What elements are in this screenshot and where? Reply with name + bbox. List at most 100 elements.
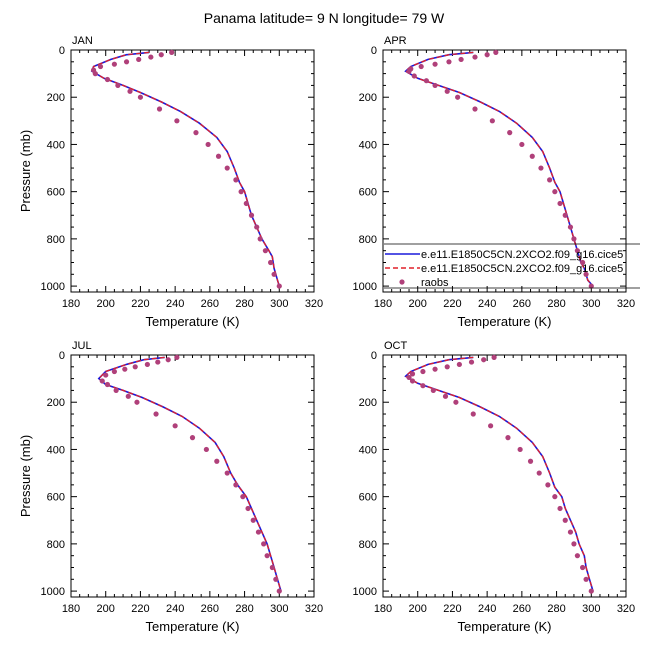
y-tick-label: 400 bbox=[47, 139, 65, 151]
x-tick-label: 260 bbox=[513, 603, 531, 615]
x-tick-label: 260 bbox=[513, 298, 531, 310]
x-tick-label: 300 bbox=[582, 603, 600, 615]
x-axis-label: Temperature (K) bbox=[458, 314, 552, 329]
x-tick-label: 240 bbox=[166, 298, 184, 310]
raobs-point bbox=[238, 189, 244, 195]
raobs-point bbox=[250, 517, 256, 523]
raobs-point bbox=[538, 165, 544, 171]
legend-label: e.e11.E1850C5CN.2XCO2.f09_g16.cice5 bbox=[421, 249, 623, 261]
x-tick-label: 200 bbox=[97, 603, 115, 615]
raobs-point bbox=[136, 56, 142, 63]
raobs-point bbox=[562, 517, 568, 523]
raobs-point bbox=[567, 529, 574, 535]
raobs-point bbox=[99, 378, 105, 384]
x-tick-label: 220 bbox=[443, 298, 461, 310]
raobs-point bbox=[215, 153, 222, 159]
panel-jan: JAN 180 200 220 240 260 280 300 320 0 200 400 600 800… bbox=[18, 35, 323, 329]
y-tick-label: 1000 bbox=[41, 281, 65, 293]
raobs-point bbox=[262, 248, 268, 254]
y-tick-label: 600 bbox=[47, 187, 65, 199]
x-tick-label: 280 bbox=[235, 298, 253, 310]
panels: JAN 180 200 220 240 260 280 300 320 0 200 400 600 800… bbox=[18, 35, 635, 634]
x-tick-label: 220 bbox=[131, 298, 149, 310]
raobs-point bbox=[489, 118, 495, 124]
x-tick-label: 320 bbox=[305, 298, 323, 310]
x-tick-label: 280 bbox=[547, 298, 565, 310]
y-tick-label: 600 bbox=[359, 492, 377, 504]
y-tick-label: 600 bbox=[359, 187, 377, 199]
y-tick-label: 0 bbox=[59, 45, 65, 57]
plot-frame bbox=[382, 354, 627, 598]
y-tick-label: 200 bbox=[47, 92, 65, 104]
raobs-point bbox=[127, 88, 133, 94]
raobs-point bbox=[134, 399, 140, 405]
x-tick-label: 300 bbox=[582, 298, 600, 310]
model-line-solid bbox=[90, 51, 281, 287]
raobs-point bbox=[484, 52, 490, 58]
raobs-point bbox=[224, 470, 230, 476]
raobs-point bbox=[169, 49, 175, 55]
raobs-point bbox=[255, 529, 262, 535]
raobs-point bbox=[470, 411, 476, 417]
y-tick-label: 400 bbox=[359, 139, 377, 151]
raobs-point bbox=[580, 259, 586, 266]
raobs-point bbox=[588, 283, 594, 289]
x-tick-label: 260 bbox=[201, 603, 219, 615]
raobs-point bbox=[409, 378, 416, 384]
y-tick-label: 200 bbox=[359, 397, 377, 409]
raobs-point bbox=[557, 505, 563, 512]
raobs-point bbox=[552, 189, 558, 195]
x-tick-label: 220 bbox=[443, 603, 461, 615]
raobs-point bbox=[571, 236, 577, 242]
raobs-point bbox=[268, 259, 274, 266]
raobs-point bbox=[276, 283, 282, 289]
x-tick-label: 180 bbox=[62, 603, 80, 615]
legend-label: raobs bbox=[421, 277, 449, 289]
raobs-point bbox=[418, 63, 424, 70]
y-tick-label: 200 bbox=[359, 92, 377, 104]
y-tick-label: 1000 bbox=[353, 281, 377, 293]
raobs-point bbox=[557, 200, 563, 207]
raobs-point bbox=[193, 130, 199, 136]
raobs-point bbox=[406, 68, 412, 74]
raobs-point bbox=[113, 387, 119, 394]
x-tick-label: 180 bbox=[374, 603, 392, 615]
figure-title: Panama latitude= 9 N longitude= 79 W bbox=[204, 10, 445, 26]
raobs-point bbox=[158, 52, 164, 58]
raobs-point bbox=[174, 118, 180, 124]
raobs-point bbox=[529, 153, 535, 159]
raobs-point bbox=[254, 224, 260, 230]
raobs-point bbox=[583, 576, 589, 582]
y-tick-label: 0 bbox=[59, 350, 65, 362]
raobs-point bbox=[583, 271, 589, 277]
raobs-point bbox=[455, 94, 461, 100]
plot-frame bbox=[70, 354, 315, 598]
y-tick-label: 800 bbox=[359, 234, 377, 246]
x-tick-label: 320 bbox=[617, 603, 635, 615]
raobs-point bbox=[264, 553, 270, 559]
raobs-point bbox=[125, 393, 131, 399]
panel-label: JUL bbox=[72, 340, 92, 352]
raobs-point bbox=[153, 411, 159, 417]
raobs-point bbox=[103, 372, 109, 378]
raobs-point bbox=[423, 78, 429, 84]
x-tick-label: 320 bbox=[305, 603, 323, 615]
x-tick-label: 320 bbox=[617, 298, 635, 310]
raobs-point bbox=[148, 54, 154, 60]
raobs-point bbox=[261, 541, 267, 547]
raobs-point bbox=[273, 576, 279, 582]
raobs-point bbox=[430, 387, 436, 394]
raobs-point bbox=[165, 357, 171, 363]
x-tick-label: 180 bbox=[62, 298, 80, 310]
raobs-point bbox=[137, 94, 144, 100]
raobs-point bbox=[519, 141, 525, 148]
y-tick-label: 1000 bbox=[353, 586, 377, 598]
raobs-point bbox=[442, 393, 449, 399]
raobs-point bbox=[453, 399, 459, 405]
y-tick-label: 0 bbox=[371, 45, 377, 57]
x-tick-label: 260 bbox=[201, 298, 219, 310]
raobs-point bbox=[468, 359, 475, 365]
panel-label: OCT bbox=[384, 340, 408, 352]
raobs-point bbox=[493, 49, 499, 55]
